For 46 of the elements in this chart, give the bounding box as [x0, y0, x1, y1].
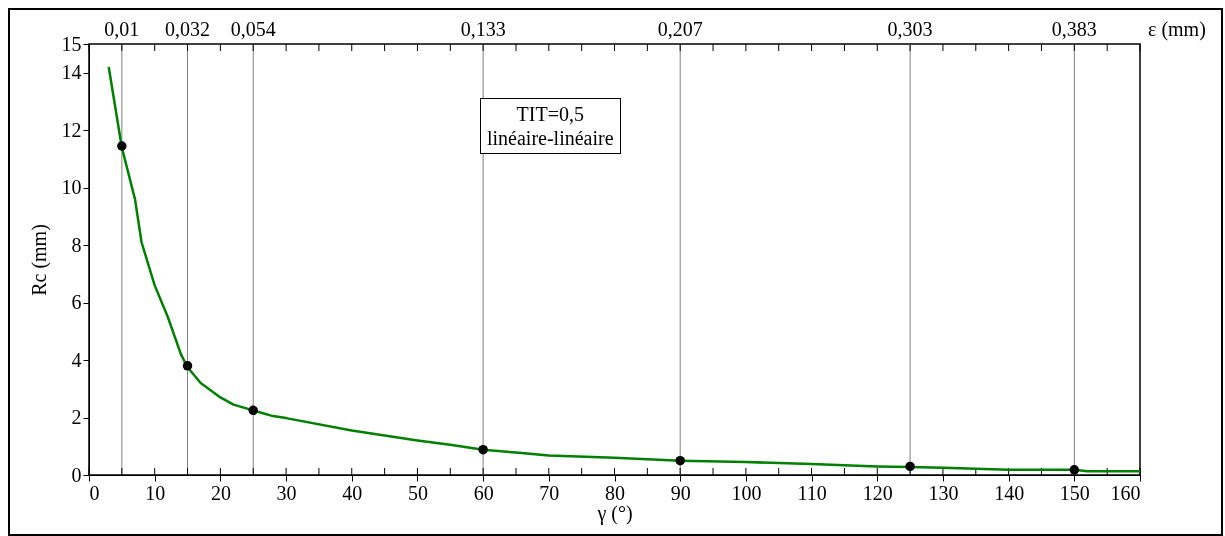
y-tick-label: 8: [71, 233, 82, 256]
annotation: 0,054: [230, 18, 276, 40]
annotation: 0,01: [104, 18, 140, 40]
point: [248, 405, 258, 416]
x-tick-label: 70: [539, 481, 560, 504]
y-tick-label: 2: [71, 406, 82, 429]
x-tick-label: 150: [1059, 481, 1090, 504]
y-tick-label: 12: [61, 118, 82, 141]
annotation: linéaire-linéaire: [487, 126, 614, 150]
x-tick-label: 140: [994, 481, 1025, 504]
annotation: 0,303: [887, 18, 933, 40]
x-tick-label: 100: [731, 481, 762, 504]
y-tick-label: 14: [61, 61, 82, 84]
x-tick-label: 110: [797, 481, 827, 504]
line-series: [107, 65, 1142, 473]
y-tick-label: 4: [71, 348, 82, 371]
x-tick-label: 160: [1110, 481, 1141, 504]
x-tick-label: 30: [276, 481, 297, 504]
note-box: TIT=0,5 linéaire-linéaire: [480, 98, 621, 154]
point: [182, 361, 193, 371]
x-axis-title: γ (°): [596, 501, 633, 525]
point: [675, 455, 685, 466]
annotation: 0,207: [657, 18, 703, 40]
annotation: 0,383: [1051, 18, 1097, 40]
y-axis-title: Rc (mm): [27, 224, 51, 296]
point: [117, 141, 127, 151]
x-tick-label: 50: [407, 481, 428, 504]
x-tick-label: 80: [605, 481, 625, 504]
x-tick-label: 60: [473, 481, 494, 504]
y-tick-label: 6: [71, 291, 82, 314]
annotation: TIT=0,5: [515, 102, 585, 126]
x-tick-label: 90: [670, 481, 691, 504]
y-tick-label: 10: [61, 176, 82, 199]
x-tick-label: 130: [928, 481, 959, 504]
x-tick-label: 10: [145, 481, 166, 504]
y-tick-label: 15: [61, 32, 82, 55]
y-tick-label: 0: [71, 463, 82, 486]
annotation: 0,032: [165, 18, 211, 40]
point: [478, 444, 488, 455]
x-tick-label: 40: [342, 481, 363, 504]
x-tick-label: 0: [89, 481, 100, 504]
annotation: 0,133: [460, 18, 506, 40]
x-tick-label: 120: [862, 481, 893, 504]
point: [905, 461, 915, 472]
x-tick-label: 20: [210, 481, 231, 504]
text: ε (mm): [1148, 18, 1206, 41]
